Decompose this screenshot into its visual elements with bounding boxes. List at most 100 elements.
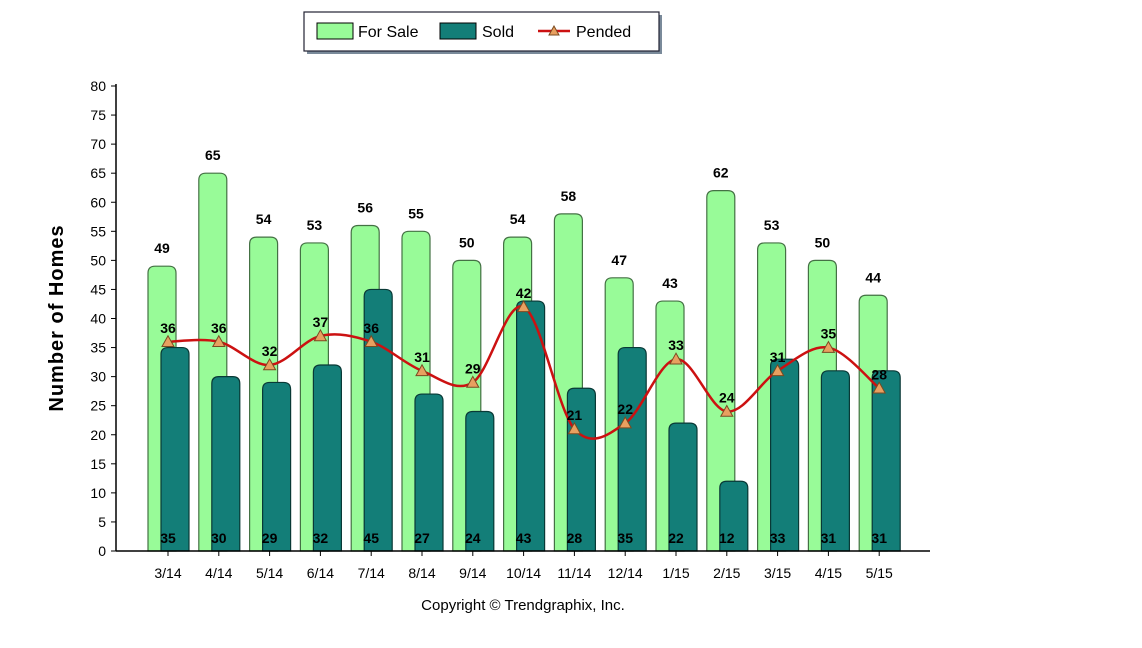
sold-value-label: 30 [211, 530, 227, 546]
sold-bar-body [262, 381, 292, 552]
sold-bar-body [770, 358, 800, 552]
sold-value-label: 22 [668, 530, 684, 546]
sold-value-label: 45 [363, 530, 379, 546]
legend-label-pended: Pended [576, 24, 631, 41]
x-axis: 3/14 4/14 5/14 6/14 7/14 8/14 9/14 10/14 11/14 12… [116, 550, 930, 581]
y-tick-label: 30 [90, 369, 106, 385]
for-sale-value-label: 65 [205, 147, 221, 163]
pended-marker [872, 381, 887, 394]
for-sale-value-label: 49 [154, 240, 170, 256]
pended-value-label: 31 [770, 349, 786, 365]
sold-bar-body [312, 364, 342, 552]
x-tick-label: 4/15 [815, 565, 842, 581]
sold-bar [617, 346, 647, 552]
pended-marker [669, 352, 683, 365]
pended-value-label: 37 [313, 314, 329, 330]
pended-value-label: 42 [516, 285, 532, 301]
x-tick-label: 10/14 [506, 565, 541, 581]
sold-value-label: 27 [414, 530, 430, 546]
sold-value-label: 29 [262, 530, 278, 546]
sold-value-label: 33 [770, 530, 786, 546]
pended-value-label: 21 [567, 407, 583, 423]
y-axis-title: Number of Homes [46, 224, 68, 411]
bars: 49 35 65 30 54 29 53 32 56 45 55 27 50 24 54 43 58 28 47 35… [147, 147, 901, 552]
for-sale-value-label: 55 [408, 205, 424, 221]
pended-marker [211, 334, 226, 348]
sold-value-label: 28 [567, 530, 583, 546]
x-tick-label: 5/15 [866, 565, 893, 581]
pended-value-label: 36 [363, 320, 379, 336]
y-tick-label: 40 [90, 311, 106, 327]
sold-bar [770, 358, 800, 552]
for-sale-bar [706, 190, 736, 552]
y-tick-label: 70 [90, 136, 106, 152]
sold-bar-body [668, 422, 698, 552]
sold-value-label: 43 [516, 530, 532, 546]
sold-bar-body [211, 376, 241, 552]
legend-swatch-pended-marker [548, 24, 560, 36]
sold-bar [262, 381, 292, 552]
sold-value-label: 12 [719, 530, 735, 546]
y-tick-label: 20 [90, 427, 106, 443]
y-tick-label: 75 [90, 107, 106, 123]
sold-bar [211, 376, 241, 552]
for-sale-value-label: 56 [357, 200, 373, 216]
pended-value-label: 35 [821, 326, 837, 342]
sold-bar [160, 346, 190, 552]
pended-value-label: 24 [719, 390, 735, 406]
x-tick-label: 9/14 [459, 565, 486, 581]
x-tick-label: 3/15 [764, 565, 791, 581]
for-sale-value-label: 53 [764, 217, 780, 233]
pended-marker [262, 357, 277, 371]
pended-marker [465, 375, 480, 388]
y-tick-label: 80 [90, 78, 106, 94]
legend-swatch-for-sale [316, 22, 354, 40]
y-tick-label: 25 [90, 398, 106, 414]
y-tick-label: 65 [90, 165, 106, 181]
pended-value-label: 31 [414, 349, 430, 365]
pended-marker [516, 299, 531, 313]
y-tick-label: 60 [90, 194, 106, 210]
sold-bar-body [465, 410, 495, 552]
x-tick-label: 7/14 [358, 565, 385, 581]
pended-marker [567, 421, 582, 435]
y-tick-label: 35 [90, 340, 106, 356]
pended-series-line [167, 305, 881, 440]
sold-bar [363, 288, 393, 552]
for-sale-value-label: 58 [561, 188, 577, 204]
y-tick-label: 55 [90, 223, 106, 239]
sold-bar [414, 393, 444, 552]
sold-bar [516, 300, 546, 552]
pended-marker [364, 334, 379, 348]
for-sale-value-label: 53 [307, 217, 323, 233]
sold-value-label: 31 [821, 530, 837, 546]
pended-marker [161, 334, 175, 348]
sold-bar-body [160, 346, 190, 552]
sold-value-label: 31 [871, 530, 887, 546]
for-sale-value-label: 54 [256, 211, 272, 227]
y-tick-label: 5 [98, 514, 106, 530]
legend-swatch-sold [439, 22, 477, 40]
sold-bar-body [414, 393, 444, 552]
x-tick-label: 2/15 [713, 565, 740, 581]
pended-value-label: 33 [668, 337, 684, 353]
for-sale-value-label: 47 [611, 252, 627, 268]
pended-marker [719, 404, 734, 417]
pended-value-label: 29 [465, 360, 481, 376]
pended-marker [821, 340, 836, 353]
x-tick-label: 5/14 [256, 565, 283, 581]
copyright-text: Copyright © Trendgraphix, Inc. [421, 597, 625, 614]
sold-value-label: 35 [160, 530, 176, 546]
pended-value-label: 32 [262, 343, 278, 359]
legend-label-sold: Sold [482, 24, 514, 41]
sold-bar-body [820, 370, 850, 552]
pended-marker [313, 328, 328, 342]
legend: For Sale Sold Pended [303, 11, 662, 54]
sold-bar-body [719, 480, 749, 552]
pended-marker [770, 363, 785, 377]
pended-line: 36 36 32 37 36 31 29 42 21 22 33 24 31 35 28 [160, 285, 887, 440]
x-tick-label: 6/14 [307, 565, 334, 581]
pended-marker [415, 363, 429, 377]
pended-value-label: 28 [871, 366, 887, 382]
